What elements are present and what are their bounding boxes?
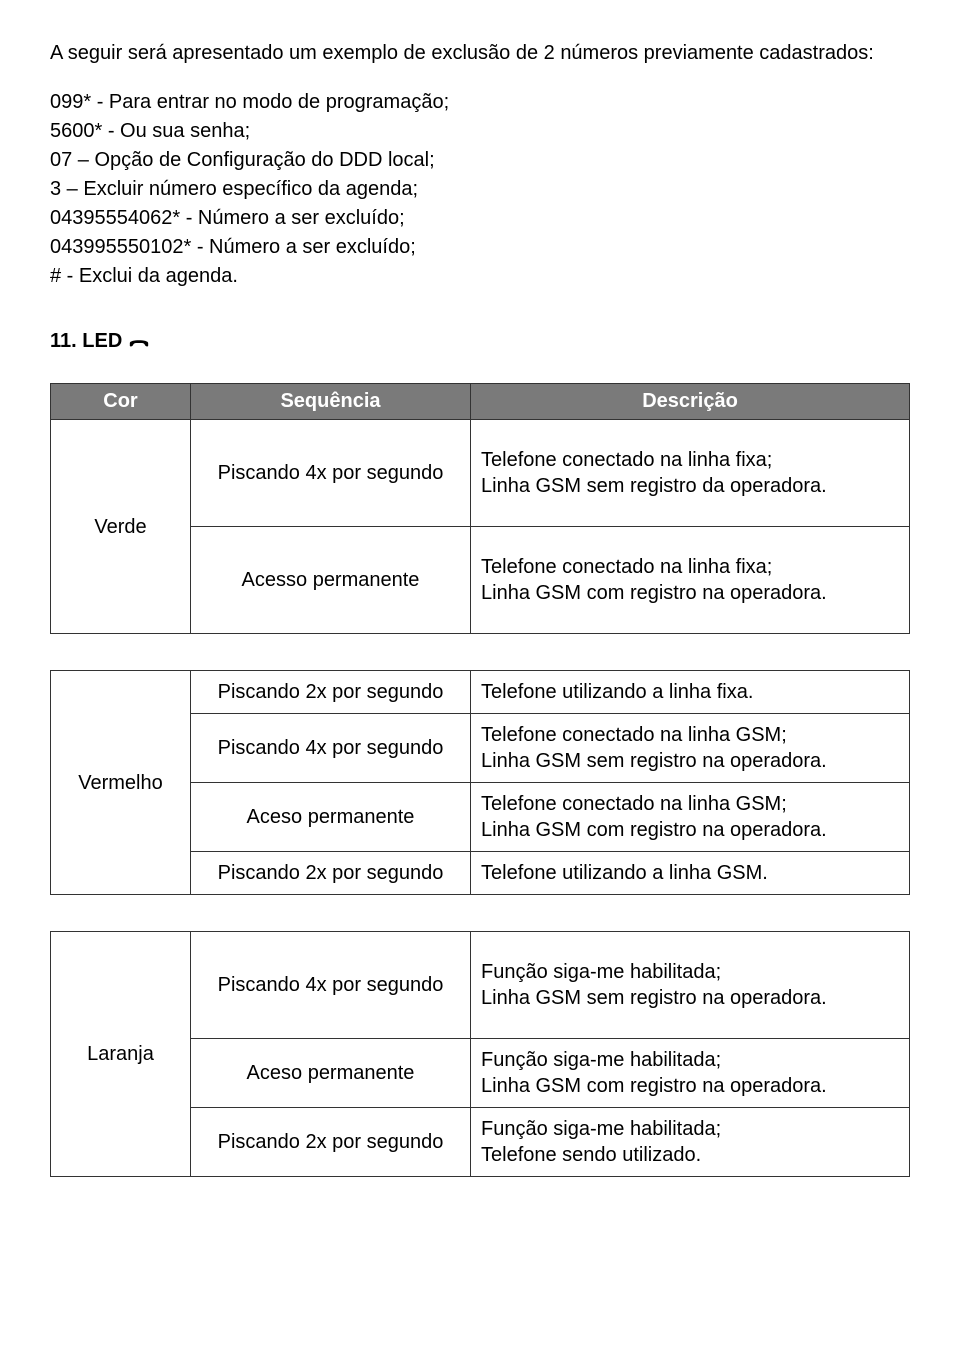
table-row: VerdePiscando 4x por segundoTelefone con…: [51, 420, 910, 527]
cell-seq: Piscando 4x por segundo: [191, 420, 471, 527]
table-row: VermelhoPiscando 2x por segundoTelefone …: [51, 671, 910, 714]
cell-seq: Piscando 2x por segundo: [191, 852, 471, 895]
cell-desc: Telefone conectado na linha fixa;Linha G…: [471, 420, 910, 527]
gap-cell: [51, 895, 910, 932]
intro-paragraph: A seguir será apresentado um exemplo de …: [50, 40, 910, 67]
cell-desc: Telefone utilizando a linha GSM.: [471, 852, 910, 895]
cell-seq: Piscando 2x por segundo: [191, 1108, 471, 1177]
col-header-seq: Sequência: [191, 384, 471, 420]
cell-desc: Telefone conectado na linha GSM;Linha GS…: [471, 783, 910, 852]
gap-row: [51, 895, 910, 932]
step-line: 099* - Para entrar no modo de programaçã…: [50, 89, 910, 116]
step-line: 043995550102* - Número a ser excluído;: [50, 234, 910, 261]
section-heading: 11. LED: [50, 330, 910, 353]
col-header-cor: Cor: [51, 384, 191, 420]
gap-cell: [51, 634, 910, 671]
cell-cor: Laranja: [51, 932, 191, 1177]
cell-desc: Função siga-me habilitada;Linha GSM com …: [471, 1039, 910, 1108]
cell-seq: Piscando 4x por segundo: [191, 932, 471, 1039]
step-line: # - Exclui da agenda.: [50, 263, 910, 290]
cell-cor: Verde: [51, 420, 191, 634]
led-table: Cor Sequência Descrição VerdePiscando 4x…: [50, 383, 910, 1177]
col-header-desc: Descrição: [471, 384, 910, 420]
cell-seq: Aceso permanente: [191, 783, 471, 852]
cell-desc: Telefone conectado na linha fixa;Linha G…: [471, 527, 910, 634]
step-line: 3 – Excluir número específico da agenda;: [50, 176, 910, 203]
cell-desc: Telefone conectado na linha GSM;Linha GS…: [471, 714, 910, 783]
cell-desc: Função siga-me habilitada;Linha GSM sem …: [471, 932, 910, 1039]
gap-row: [51, 634, 910, 671]
steps-list: 099* - Para entrar no modo de programaçã…: [50, 89, 910, 290]
cell-seq: Aceso permanente: [191, 1039, 471, 1108]
step-line: 07 – Opção de Configuração do DDD local;: [50, 147, 910, 174]
cell-seq: Acesso permanente: [191, 527, 471, 634]
cell-seq: Piscando 2x por segundo: [191, 671, 471, 714]
cell-seq: Piscando 4x por segundo: [191, 714, 471, 783]
cell-cor: Vermelho: [51, 671, 191, 895]
heading-text: 11. LED: [50, 330, 122, 353]
phone-icon: [128, 334, 150, 350]
step-line: 5600* - Ou sua senha;: [50, 118, 910, 145]
cell-desc: Telefone utilizando a linha fixa.: [471, 671, 910, 714]
cell-desc: Função siga-me habilitada;Telefone sendo…: [471, 1108, 910, 1177]
table-row: LaranjaPiscando 4x por segundoFunção sig…: [51, 932, 910, 1039]
step-line: 04395554062* - Número a ser excluído;: [50, 205, 910, 232]
